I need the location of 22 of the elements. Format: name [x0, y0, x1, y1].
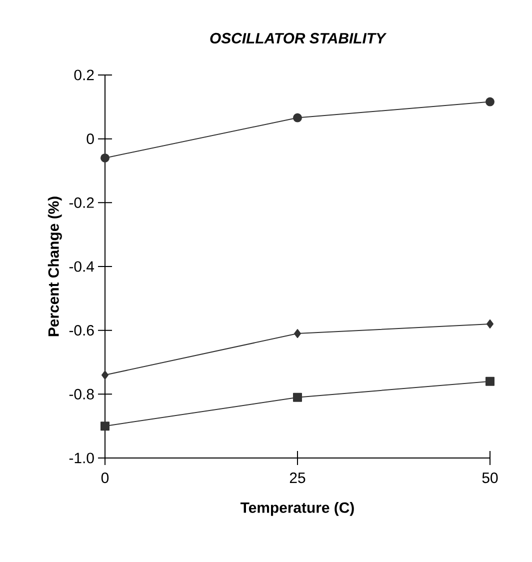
- y-tick-label: 0: [86, 134, 94, 144]
- point: [102, 370, 108, 380]
- x-tick-label: 0: [101, 472, 109, 484]
- y-tick-label: -0.4: [69, 261, 94, 272]
- point: [486, 319, 494, 328]
- chart-title: OSCILLATOR STABILITY: [210, 32, 387, 44]
- y-tick-label: -1.0: [69, 452, 94, 464]
- y-tick-label: -0.2: [69, 197, 94, 208]
- point: [293, 392, 302, 402]
- point: [293, 113, 302, 122]
- x-tick-label: 25: [290, 472, 306, 484]
- point: [100, 153, 110, 162]
- x-tick-label: 50: [482, 472, 498, 484]
- y-tick-label: -0.6: [69, 325, 94, 336]
- point: [294, 329, 301, 338]
- y-axis-title: Percent Change (%): [48, 196, 62, 336]
- point: [100, 422, 110, 431]
- point: [486, 97, 494, 106]
- y-tick-label: -0.8: [69, 388, 94, 400]
- x-axis-title: Temperature (C): [240, 502, 354, 516]
- point: [486, 376, 494, 386]
- y-tick-label: 0.2: [74, 70, 94, 80]
